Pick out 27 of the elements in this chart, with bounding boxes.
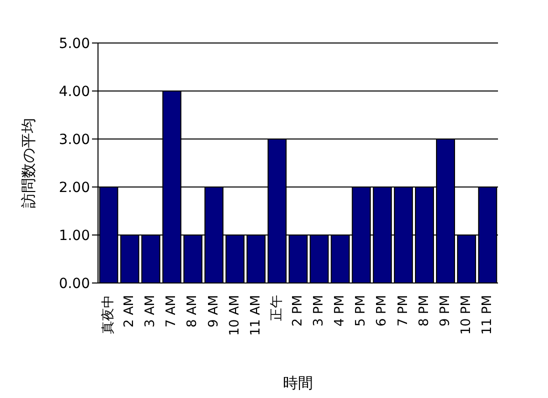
- x-tick-label: 2 AM: [122, 295, 138, 328]
- y-axis-title: 訪問数の平均: [19, 118, 38, 208]
- y-tick-label: 3.00: [58, 132, 90, 148]
- x-tick-label: 9 AM: [206, 295, 222, 328]
- x-tick-label: 9 PM: [438, 295, 453, 326]
- x-tick-label: 6 PM: [374, 295, 390, 326]
- x-axis-title: 時間: [283, 374, 313, 392]
- x-tick-label: 7 PM: [396, 295, 411, 326]
- x-tick-label: 10 PM: [458, 295, 474, 335]
- y-tick-label: 0.00: [58, 276, 90, 292]
- y-tick-label: 5.00: [58, 36, 90, 52]
- x-tick-label: 8 PM: [416, 295, 432, 326]
- x-tick-label: 10 AM: [227, 295, 242, 336]
- y-tick-label: 1.00: [58, 228, 90, 244]
- x-tick-label: 5 PM: [354, 295, 369, 326]
- x-tick-label: 真夜中: [100, 295, 116, 334]
- x-tick-label: 8 AM: [185, 295, 200, 328]
- x-tick-label: 11 PM: [480, 295, 495, 335]
- y-tick-label: 2.00: [58, 180, 90, 196]
- x-tick-label: 3 AM: [143, 295, 158, 328]
- x-tick-label: 正午: [269, 295, 284, 321]
- x-tick-label: 2 PM: [290, 295, 306, 326]
- x-tick-label: 4 PM: [332, 295, 348, 326]
- x-tick-label: 11 AM: [248, 295, 264, 336]
- x-tick-label: 7 AM: [164, 295, 180, 328]
- y-tick-label: 4.00: [58, 84, 90, 100]
- x-tick-label: 3 PM: [312, 295, 327, 326]
